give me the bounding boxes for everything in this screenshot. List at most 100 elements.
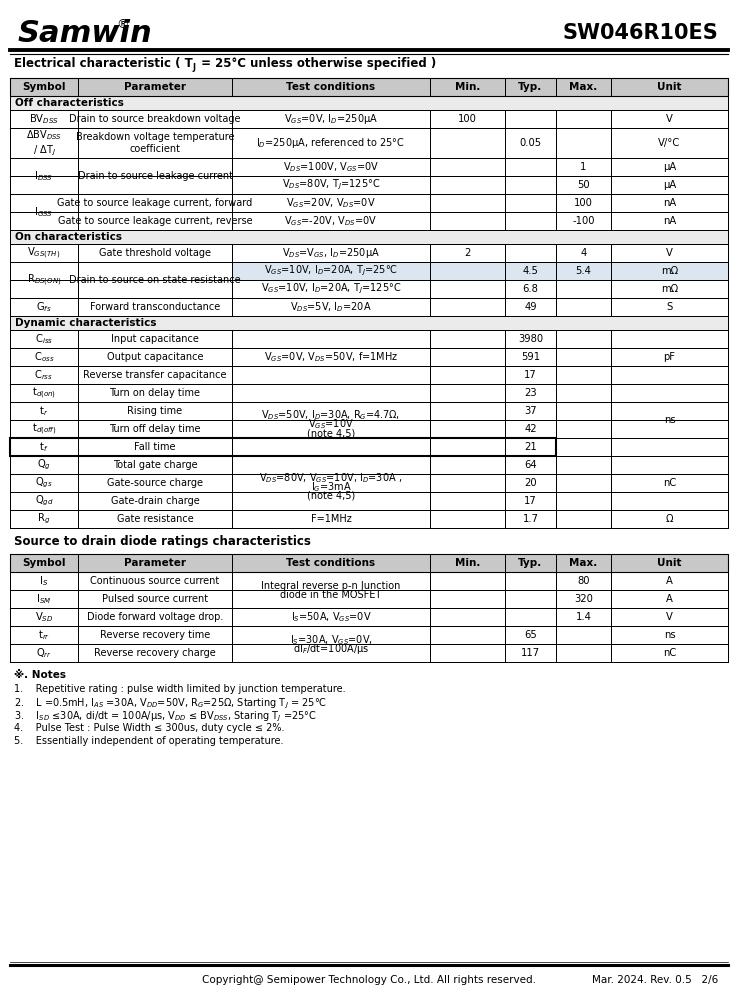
Bar — [611, 456, 728, 474]
Bar — [505, 348, 556, 366]
Bar — [611, 298, 728, 316]
Text: Integral reverse p-n Junction: Integral reverse p-n Junction — [261, 581, 401, 591]
Text: Pulsed source current: Pulsed source current — [102, 594, 208, 604]
Text: Continuous source current: Continuous source current — [90, 576, 220, 586]
Bar — [10, 280, 78, 298]
Bar — [78, 280, 232, 298]
Bar — [611, 554, 728, 572]
Text: ns: ns — [663, 415, 675, 425]
Bar — [505, 384, 556, 402]
Text: On characteristics: On characteristics — [15, 232, 122, 242]
Text: I$_{S}$=30A, V$_{GS}$=0V,: I$_{S}$=30A, V$_{GS}$=0V, — [289, 633, 373, 647]
Text: I$_{S}$=50A, V$_{GS}$=0V: I$_{S}$=50A, V$_{GS}$=0V — [291, 610, 371, 624]
Bar — [232, 384, 430, 456]
Bar — [10, 176, 728, 194]
Bar — [505, 438, 556, 456]
Bar — [78, 158, 232, 194]
Bar — [611, 366, 728, 384]
Bar — [10, 492, 78, 510]
Bar — [505, 128, 556, 158]
Text: t$_{f}$: t$_{f}$ — [39, 440, 49, 454]
Text: V$_{DS}$=80V, V$_{GS}$=10V, I$_{D}$=30A ,: V$_{DS}$=80V, V$_{GS}$=10V, I$_{D}$=30A … — [259, 471, 403, 485]
Text: Typ.: Typ. — [518, 558, 542, 568]
Bar — [611, 644, 728, 662]
Text: (note 4,5): (note 4,5) — [307, 428, 355, 438]
Bar — [505, 474, 556, 492]
Text: I$_{SM}$: I$_{SM}$ — [36, 592, 52, 606]
Bar — [430, 110, 505, 128]
Text: 320: 320 — [574, 594, 593, 604]
Text: Turn on delay time: Turn on delay time — [109, 388, 201, 398]
Bar — [611, 330, 728, 384]
Bar — [505, 110, 556, 128]
Bar — [611, 78, 728, 96]
Text: V$_{GS}$=0V, V$_{DS}$=50V, f=1MHz: V$_{GS}$=0V, V$_{DS}$=50V, f=1MHz — [264, 350, 398, 364]
Bar — [10, 316, 728, 330]
Text: Source to drain diode ratings characteristics: Source to drain diode ratings characteri… — [14, 536, 311, 548]
Bar — [556, 402, 611, 420]
Text: Parameter: Parameter — [124, 558, 186, 568]
Bar — [78, 644, 232, 662]
Text: Gate to source leakage current, reverse: Gate to source leakage current, reverse — [58, 216, 252, 226]
Bar — [505, 590, 556, 608]
Bar — [10, 230, 728, 244]
Bar — [78, 366, 232, 384]
Text: Reverse transfer capacitance: Reverse transfer capacitance — [83, 370, 227, 380]
Bar — [556, 262, 611, 280]
Bar — [505, 158, 556, 176]
Text: 100: 100 — [574, 198, 593, 208]
Bar — [10, 402, 78, 420]
Bar — [10, 298, 78, 316]
Text: dI$_{F}$/dt=100A/μs: dI$_{F}$/dt=100A/μs — [293, 642, 369, 656]
Text: 17: 17 — [524, 496, 537, 506]
Bar — [10, 158, 78, 194]
Text: μA: μA — [663, 180, 676, 190]
Bar — [10, 554, 728, 572]
Bar — [10, 128, 78, 158]
Text: (note 4,5): (note 4,5) — [307, 491, 355, 501]
Bar — [232, 572, 430, 608]
Bar — [10, 572, 78, 590]
Bar — [10, 194, 78, 212]
Text: C$_{rss}$: C$_{rss}$ — [35, 368, 54, 382]
Text: C$_{iss}$: C$_{iss}$ — [35, 332, 53, 346]
Bar — [10, 590, 728, 608]
Bar — [611, 384, 728, 456]
Bar — [556, 330, 611, 348]
Bar — [611, 492, 728, 510]
Bar — [10, 262, 78, 280]
Bar — [78, 158, 232, 194]
Bar — [10, 158, 728, 176]
Text: 5.4: 5.4 — [576, 266, 591, 276]
Bar — [232, 128, 430, 158]
Text: Electrical characteristic ( T: Electrical characteristic ( T — [14, 57, 193, 70]
Text: Mar. 2024. Rev. 0.5   2/6: Mar. 2024. Rev. 0.5 2/6 — [592, 975, 718, 985]
Text: mΩ: mΩ — [661, 284, 678, 294]
Text: Max.: Max. — [570, 558, 598, 568]
Bar — [78, 298, 232, 316]
Text: V$_{DS}$=80V, T$_{J}$=125°C: V$_{DS}$=80V, T$_{J}$=125°C — [282, 178, 380, 192]
Text: V$_{GS}$=10V, I$_{D}$=20A, T$_{J}$=125°C: V$_{GS}$=10V, I$_{D}$=20A, T$_{J}$=125°C — [261, 282, 401, 296]
Bar — [611, 590, 728, 608]
Bar — [232, 298, 430, 316]
Bar — [232, 176, 430, 194]
Bar — [430, 262, 505, 280]
Bar — [10, 626, 78, 644]
Bar — [10, 348, 78, 366]
Bar — [611, 608, 728, 626]
Bar — [556, 384, 611, 402]
Bar — [505, 420, 556, 438]
Bar — [556, 572, 611, 590]
Text: Turn off delay time: Turn off delay time — [109, 424, 201, 434]
Bar — [505, 280, 556, 298]
Text: 65: 65 — [524, 630, 537, 640]
Text: -100: -100 — [572, 216, 595, 226]
Text: Off characteristics: Off characteristics — [15, 98, 124, 108]
Bar — [10, 384, 78, 402]
Text: Min.: Min. — [455, 82, 480, 92]
Text: Dynamic characteristics: Dynamic characteristics — [15, 318, 156, 328]
Bar — [10, 474, 728, 492]
Text: 2: 2 — [464, 248, 471, 258]
Bar — [430, 330, 505, 348]
Bar — [232, 572, 430, 590]
